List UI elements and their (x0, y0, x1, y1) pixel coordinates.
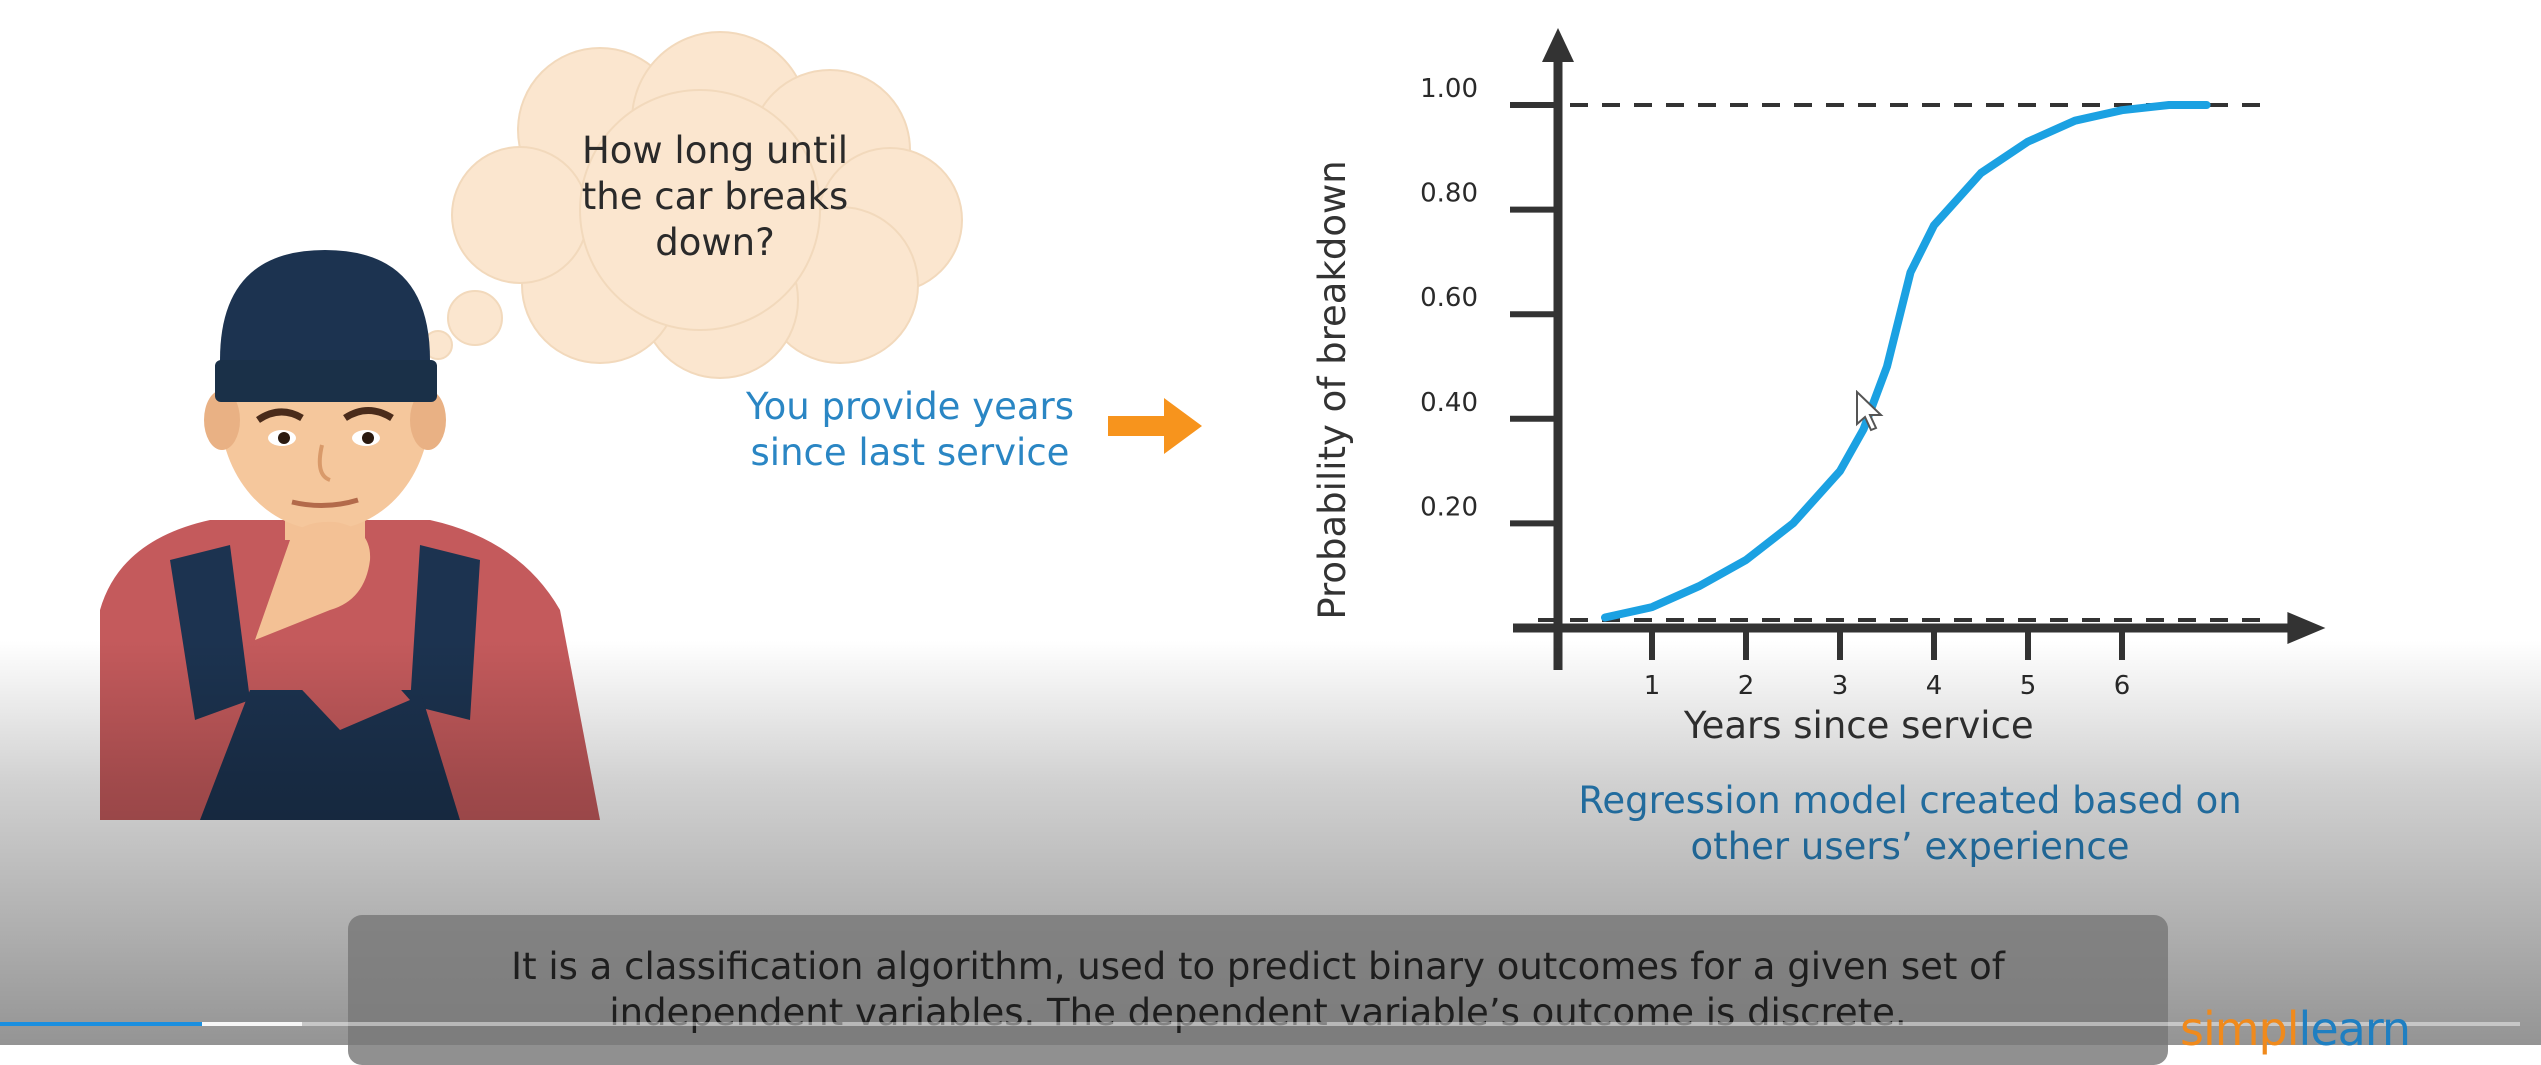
x-tick-label: 1 (1644, 671, 1661, 701)
x-tick-label: 3 (1832, 671, 1849, 701)
y-axis-arrowhead (1542, 28, 1574, 62)
y-tick-label: 0.20 (1420, 492, 1478, 522)
mouse-cursor-icon (1856, 390, 1884, 432)
y-axis-label: Probability of breakdown (1311, 160, 1354, 619)
video-progress-bar[interactable] (0, 1022, 2520, 1026)
y-tick-label: 0.80 (1420, 179, 1478, 209)
y-tick-label: 0.60 (1420, 283, 1478, 313)
x-tick-label: 2 (1738, 671, 1755, 701)
x-tick-label: 5 (2020, 671, 2037, 701)
mechanic-figure (100, 250, 600, 820)
caption-box (348, 915, 2168, 1065)
video-progress-fill (0, 1022, 202, 1026)
series-line-breakdown-probability (1601, 101, 2211, 622)
thought-bubble-text: How long until the car breaks down? (581, 129, 849, 264)
x-tick-label: 6 (2114, 671, 2131, 701)
right-arrow-icon (1108, 398, 1202, 454)
logistic-chart: 0.20 0.40 0.60 0.80 1.00 1 2 3 4 5 6 Years since se… (1311, 28, 2326, 747)
provide-years-text: You provide years since last service (745, 385, 1075, 474)
y-tick-label: 0.40 (1420, 388, 1478, 418)
caption-text: It is a classification algorithm, used t… (511, 945, 2005, 1034)
mechanic-illustration (100, 31, 963, 820)
y-tick-label: 1.00 (1420, 74, 1478, 104)
thought-bubble (423, 31, 963, 379)
x-tick-label: 4 (1926, 671, 1943, 701)
x-axis-arrowhead (2287, 612, 2326, 644)
regression-caption: Regression model created based on other … (1578, 779, 2242, 868)
x-axis-label: Years since service (1683, 704, 2034, 747)
simplilearn-logo: simpllearn (2180, 1002, 2411, 1056)
